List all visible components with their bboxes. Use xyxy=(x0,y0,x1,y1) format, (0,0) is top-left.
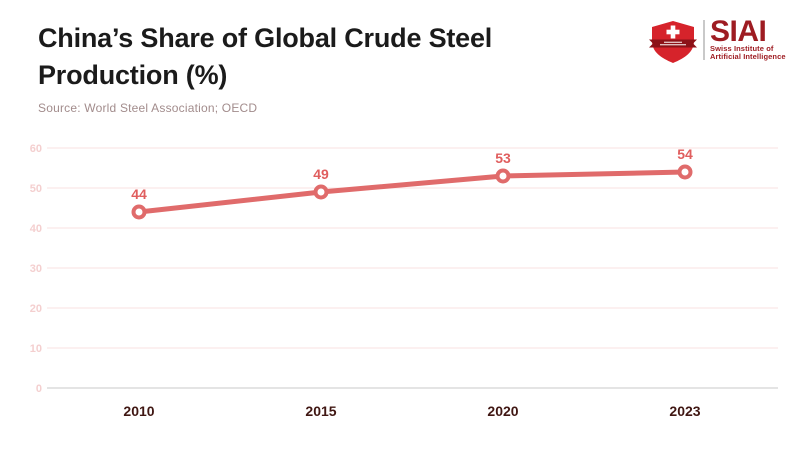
y-tick-label: 60 xyxy=(30,143,42,155)
source-note: Source: World Steel Association; OECD xyxy=(38,101,258,115)
y-tick-label: 40 xyxy=(30,223,42,235)
line-chart: 0 10 20 30 40 50 60 44 2010 49 2015 53 2020 54 2023 xyxy=(30,143,778,419)
data-point-label: 53 xyxy=(495,150,511,166)
logo-divider xyxy=(703,20,705,60)
chart-title-line1: China’s Share of Global Crude Steel xyxy=(38,23,493,53)
x-tick-label: 2023 xyxy=(669,403,700,419)
x-tick-label: 2010 xyxy=(123,403,154,419)
data-point-marker xyxy=(313,184,329,200)
x-tick-label: 2015 xyxy=(305,403,336,419)
data-point-label: 54 xyxy=(677,146,693,162)
logo-subtitle-line2: Artificial Intelligence xyxy=(710,52,786,61)
chart-title: China’s Share of Global Crude Steel Prod… xyxy=(38,20,492,94)
y-tick-label: 10 xyxy=(30,343,42,355)
y-tick-label: 20 xyxy=(30,303,42,315)
logo-text: SIAI Swiss Institute of Artificial Intel… xyxy=(710,15,786,61)
data-point-marker xyxy=(677,164,693,180)
data-point-marker xyxy=(495,168,511,184)
logo-subtitle-line1: Swiss Institute of xyxy=(710,44,774,53)
siai-shield-icon xyxy=(649,21,697,63)
y-tick-label: 50 xyxy=(30,183,42,195)
data-point-label: 49 xyxy=(313,166,329,182)
chart-title-line2: Production (%) xyxy=(38,60,228,90)
y-tick-label: 30 xyxy=(30,263,42,275)
siai-logo: SIAI Swiss Institute of Artificial Intel… xyxy=(649,15,786,64)
logo-acronym: SIAI xyxy=(710,15,767,48)
y-tick-label: 0 xyxy=(36,383,42,395)
series-line xyxy=(136,169,688,215)
data-point-label: 44 xyxy=(131,186,147,202)
data-point-marker xyxy=(131,204,147,220)
x-tick-label: 2020 xyxy=(487,403,518,419)
